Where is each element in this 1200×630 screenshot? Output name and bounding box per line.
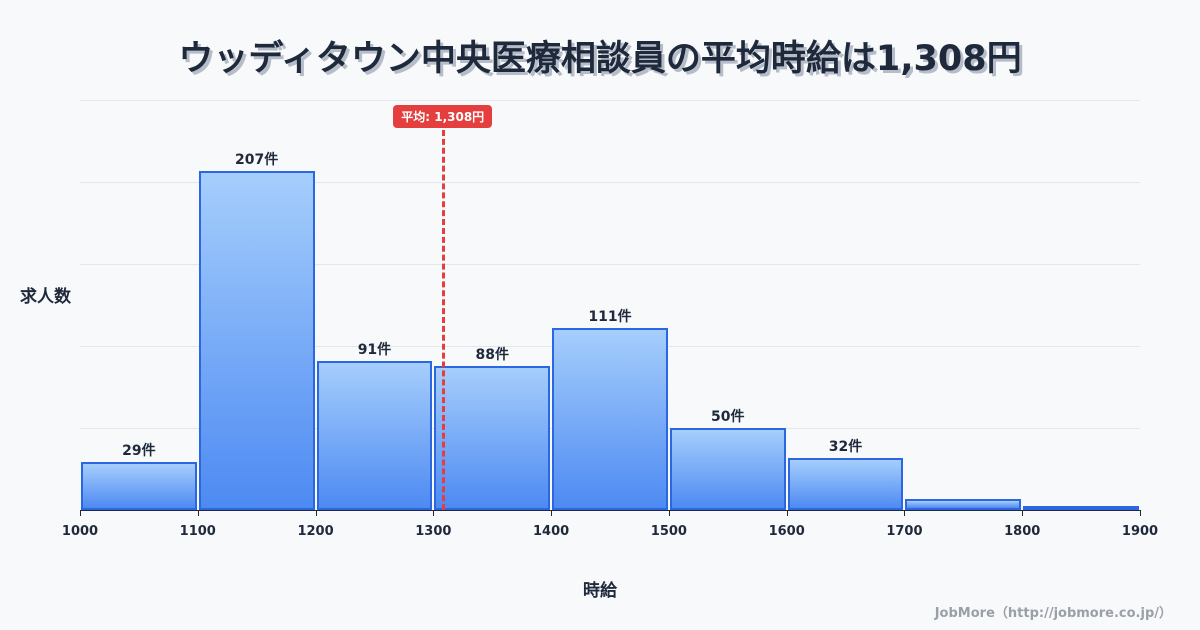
bar-value-label: 91件 (357, 341, 392, 358)
histogram-bar (787, 457, 904, 510)
x-tick-label: 1500 (650, 524, 687, 539)
x-tick-label: 1800 (1004, 524, 1041, 539)
x-tick-label: 1900 (1121, 524, 1159, 539)
x-tick-label: 1100 (179, 524, 216, 539)
x-tick-mark (904, 510, 906, 516)
bar-value-label: 50件 (711, 409, 745, 425)
x-tick-mark (197, 510, 199, 516)
source-credit: JobMore（http://jobmore.co.jp/） (934, 606, 1172, 621)
x-tick-mark (1022, 510, 1024, 516)
x-tick-label: 1200 (297, 524, 334, 539)
gridline (80, 182, 1140, 183)
x-tick-mark (80, 510, 81, 516)
bar-value-label: 207件 (235, 151, 279, 168)
bar-value-label: 111件 (588, 308, 632, 325)
histogram-bar (552, 327, 668, 510)
chart-title: ウッディタウン中央医療相談員の平均時給は1,308円 (178, 39, 1022, 79)
x-axis-line (80, 510, 1140, 511)
histogram-bar (434, 365, 551, 510)
x-tick-label: 1000 (61, 524, 99, 539)
histogram-bar (905, 498, 1022, 510)
mean-badge: 平均: 1,308円 (393, 105, 493, 128)
x-tick-label: 1400 (533, 524, 570, 539)
x-tick-mark (786, 510, 788, 516)
plot-area: 29件 207件 91件 88件 111件 50件 32件 (80, 100, 1141, 516)
x-tick-mark (668, 510, 670, 516)
bar-value-label: 88件 (475, 346, 509, 363)
histogram-bar (316, 360, 433, 510)
x-tick-label: 1300 (415, 524, 452, 539)
x-tick-label: 1700 (886, 524, 923, 539)
x-axis-label: 時給 (583, 581, 617, 601)
histogram-bar (669, 428, 786, 510)
gridline (80, 100, 1140, 101)
histogram-bar (81, 462, 197, 510)
bar-value-label: 29件 (122, 443, 156, 460)
histogram-bar (1023, 506, 1139, 510)
x-tick-mark (551, 510, 553, 516)
x-tick-mark (1140, 510, 1141, 516)
y-axis-label: 求人数 (20, 287, 71, 307)
gridline (80, 264, 1140, 265)
x-tick-label: 1600 (768, 524, 805, 539)
histogram-bar (198, 170, 315, 510)
x-tick-mark (315, 510, 317, 516)
x-tick-mark (433, 510, 435, 516)
bar-value-label: 32件 (828, 438, 863, 455)
mean-line (441, 130, 445, 510)
